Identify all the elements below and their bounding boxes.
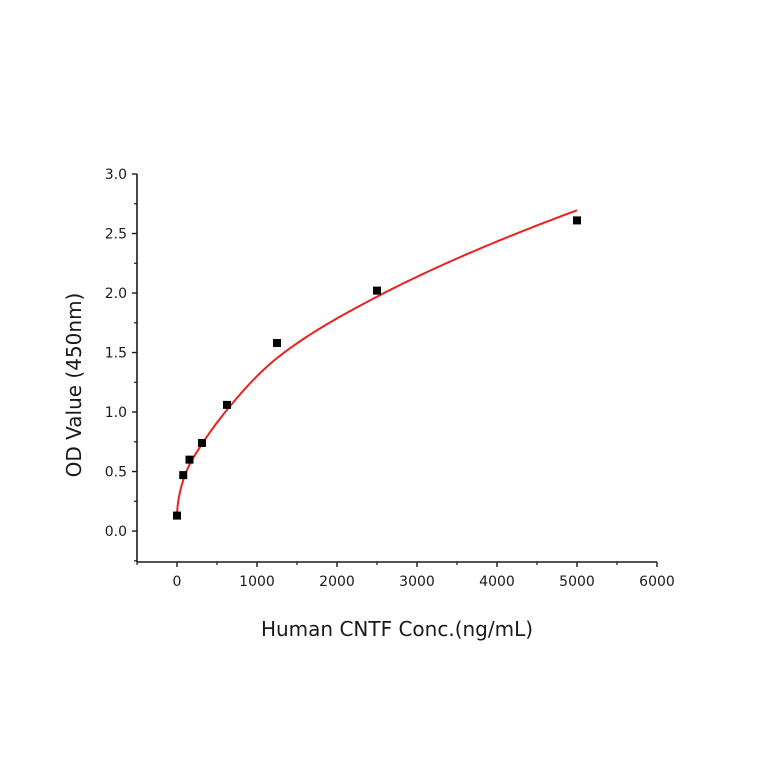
x-tick-label: 5000 (559, 574, 595, 590)
y-tick-label: 2.5 (105, 227, 127, 243)
data-point-marker (273, 339, 281, 348)
data-point-marker (185, 455, 194, 464)
data-point-marker (173, 511, 181, 520)
y-tick-label: 1.5 (105, 346, 127, 362)
x-axis-title: Human CNTF Conc.(ng/mL) (261, 617, 533, 641)
y-tick-label: 2.0 (105, 286, 127, 302)
axis-ticks (132, 173, 658, 567)
y-tick-labels: 0.0 0.5 1.0 1.5 2.0 2.5 3.0 (105, 167, 127, 540)
x-tick-label: 6000 (639, 574, 675, 590)
data-point-marker (223, 400, 231, 409)
x-tick-label: 1000 (239, 574, 275, 590)
y-axis-title: OD Value (450nm) (62, 293, 86, 478)
data-point-marker (197, 438, 206, 447)
x-tick-label: 0 (173, 574, 182, 590)
data-point-marker (573, 216, 581, 225)
y-tick-label: 1.0 (105, 405, 127, 421)
axes (136, 174, 657, 563)
x-tick-label: 3000 (399, 574, 435, 590)
x-tick-label: 2000 (319, 574, 355, 590)
fitted-curve (176, 209, 578, 518)
y-tick-label: 0.5 (105, 465, 127, 481)
y-tick-label: 0.0 (105, 524, 127, 540)
data-point-marker (179, 471, 188, 480)
x-tick-labels: 0 1000 2000 3000 4000 5000 6000 (173, 574, 675, 590)
x-tick-label: 4000 (479, 574, 515, 590)
data-point-marker (373, 286, 381, 295)
data-points (173, 216, 581, 520)
y-tick-label: 3.0 (105, 167, 127, 183)
